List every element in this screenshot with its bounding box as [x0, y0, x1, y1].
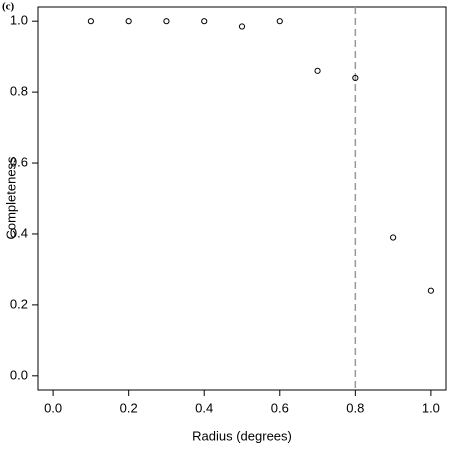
x-tick-label: 0.8: [346, 400, 364, 415]
point: [276, 18, 283, 25]
y-axis-title: Completeness: [3, 156, 18, 240]
point: [427, 287, 434, 294]
point: [87, 18, 94, 25]
y-tick-label: 0.4: [10, 225, 28, 240]
x-tick-label: 0.4: [195, 400, 213, 415]
point: [201, 18, 208, 25]
y-tick-label: 0.8: [10, 84, 28, 99]
plot-frame: [37, 6, 447, 391]
point: [314, 67, 321, 74]
x-axis-title: Radius (degrees): [192, 428, 292, 443]
point: [163, 18, 170, 25]
y-tick-label: 0.2: [10, 296, 28, 311]
point: [390, 234, 397, 241]
y-tick-label: 0.6: [10, 154, 28, 169]
x-tick-label: 0.2: [120, 400, 138, 415]
panel-label: (c): [2, 1, 15, 13]
x-tick-label: 0.6: [271, 400, 289, 415]
y-tick-label: 0.0: [10, 367, 28, 382]
point: [238, 23, 246, 30]
point: [125, 18, 132, 25]
x-tick-label: 1.0: [422, 400, 440, 415]
point: [352, 74, 359, 82]
x-tick-label: 0.0: [44, 400, 62, 415]
y-tick-label: 1.0: [10, 13, 28, 28]
